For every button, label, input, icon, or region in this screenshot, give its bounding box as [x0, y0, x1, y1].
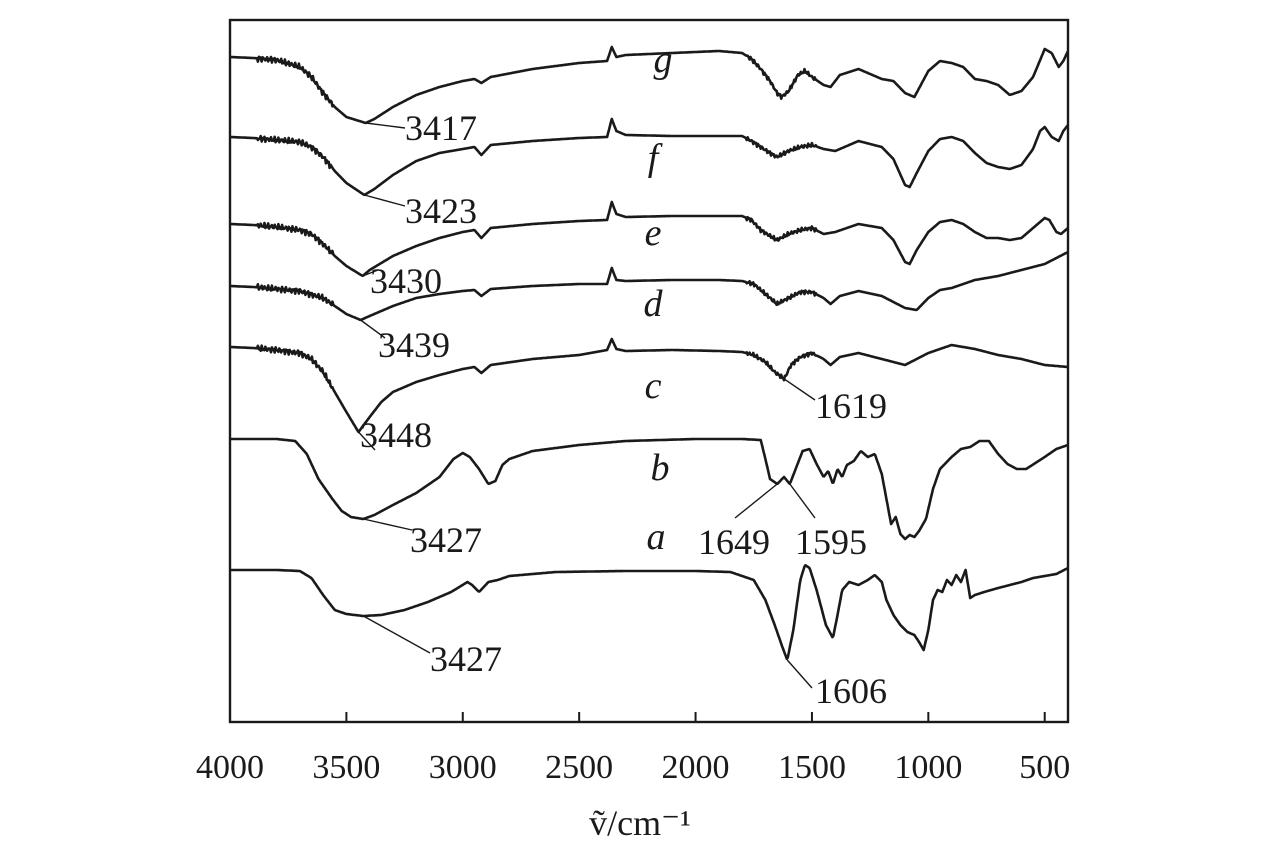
series-label-c: c [645, 365, 662, 407]
peak-label: 1649 [698, 522, 770, 562]
peak-leader [362, 269, 379, 277]
series-label-f: f [648, 137, 663, 179]
x-axis-title: ṽ/cm⁻¹ [589, 803, 691, 843]
peak-leader [734, 483, 778, 519]
series-label-g: g [654, 39, 673, 81]
peak-annotations: 3417 3423 3430 3439 3448 1619 3427 1649 1595 3427… [357, 108, 887, 711]
peak-label: 3427 [410, 520, 482, 560]
plot-frame [228, 18, 1070, 724]
peak-label: 1606 [815, 671, 887, 711]
spectrum-e [229, 200, 1069, 277]
x-tick-label: 2500 [545, 749, 613, 786]
x-tick-label: 3500 [312, 749, 380, 786]
peak-label: 3427 [430, 639, 502, 679]
x-tick-label: 3000 [429, 749, 497, 786]
series-label-d: d [644, 283, 664, 325]
peak-leader [363, 615, 431, 654]
peak-label: 3448 [360, 415, 432, 455]
x-axis: 4000 3500 3000 2500 2000 1500 1000 500 [196, 712, 1070, 786]
series-label-b: b [651, 447, 670, 489]
x-tick-label: 500 [1019, 749, 1070, 786]
spectrum-f [229, 117, 1070, 197]
x-tick-label: 1000 [894, 749, 962, 786]
spectrum-b [229, 437, 1069, 541]
peak-label: 3423 [405, 191, 477, 231]
x-tick-label: 4000 [196, 749, 264, 786]
series-label-e: e [645, 212, 662, 254]
peak-leader [365, 122, 406, 129]
spectrum-d [229, 250, 1069, 322]
spectra-group [229, 45, 1070, 661]
spectrum-c [229, 337, 1069, 434]
peak-label: 1595 [795, 522, 867, 562]
x-tick-label: 2000 [662, 749, 730, 786]
peak-leader [364, 194, 406, 207]
peak-leader [363, 518, 413, 531]
peak-label: 3439 [378, 325, 450, 365]
spectrum-a [229, 564, 1069, 661]
series-label-a: a [647, 516, 666, 558]
peak-leader [783, 378, 816, 401]
peak-leader [789, 483, 816, 519]
peak-label: 1619 [815, 386, 887, 426]
peak-label: 3430 [370, 261, 442, 301]
spectrum-g [229, 45, 1070, 125]
x-tick-label: 1500 [778, 749, 846, 786]
peak-leader [360, 319, 386, 339]
peak-label: 3417 [405, 108, 477, 148]
peak-leader [357, 431, 376, 451]
peak-leader [786, 659, 813, 689]
